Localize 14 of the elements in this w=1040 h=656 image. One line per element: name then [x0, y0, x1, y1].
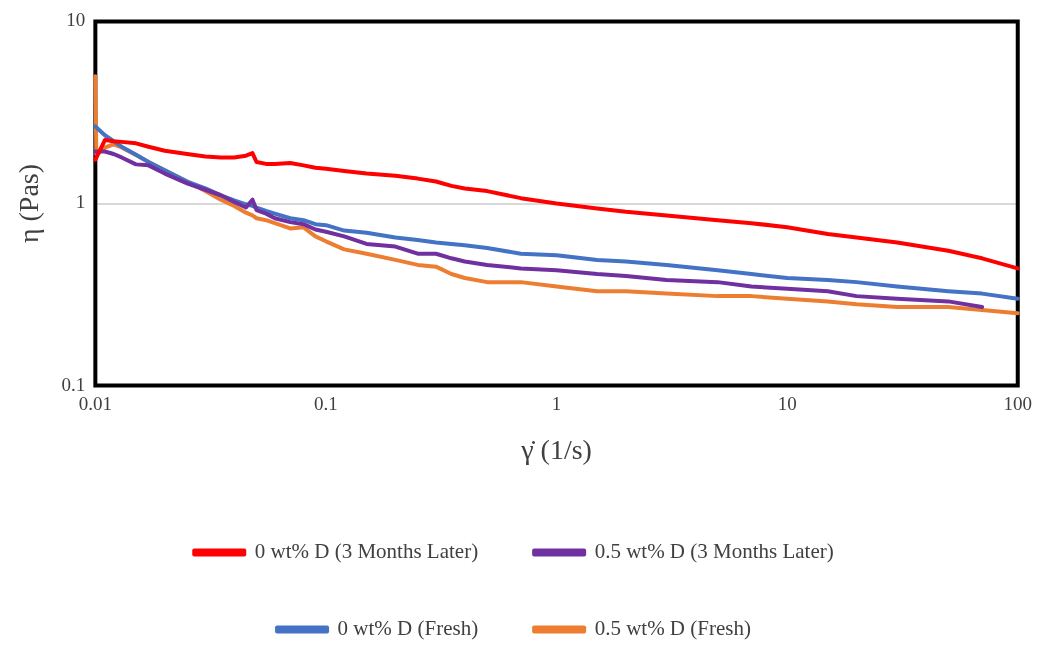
legend-label: 0 wt% D (3 Months Later) [254, 539, 479, 564]
y-tick-label: 1 [75, 191, 86, 213]
legend-label: 0.5 wt% D (3 Months Later) [594, 539, 834, 564]
x-axis-title: γ̇ (1/s) [520, 433, 592, 465]
x-tick-label: 0.1 [314, 392, 338, 414]
x-tick-label: 1 [551, 392, 562, 414]
x-tick-label: 10 [777, 392, 797, 414]
legend-label: 0.5 wt% D (Fresh) [594, 616, 751, 641]
legend-label: 0 wt% D (Fresh) [337, 616, 479, 641]
y-tick-label: 0.1 [61, 373, 86, 395]
x-tick-label: 0.01 [78, 392, 112, 414]
y-tick-label: 10 [66, 9, 86, 31]
x-tick-label: 100 [1003, 392, 1032, 414]
y-axis-title: η (Pas) [13, 163, 45, 244]
